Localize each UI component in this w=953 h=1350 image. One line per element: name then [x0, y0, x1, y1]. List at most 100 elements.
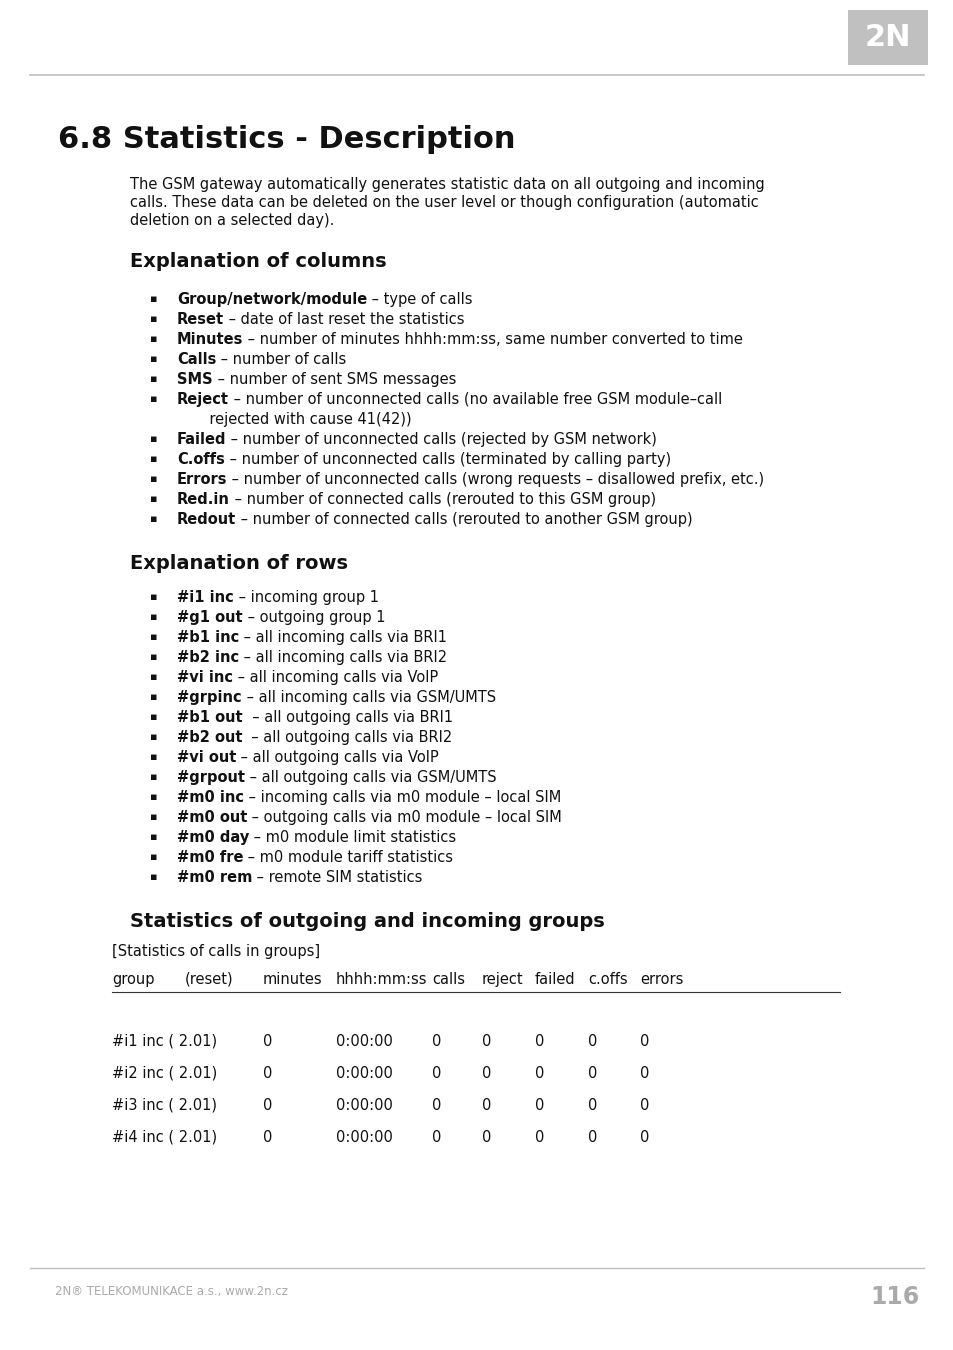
Text: minutes: minutes: [263, 972, 322, 987]
Text: 2N® TELEKOMUNIKACE a.s., www.2n.cz: 2N® TELEKOMUNIKACE a.s., www.2n.cz: [55, 1285, 288, 1297]
Text: – remote SIM statistics: – remote SIM statistics: [253, 869, 422, 886]
Text: – all outgoing calls via BRI2: – all outgoing calls via BRI2: [242, 730, 453, 745]
Text: – outgoing group 1: – outgoing group 1: [242, 610, 385, 625]
Text: – number of connected calls (rerouted to this GSM group): – number of connected calls (rerouted to…: [230, 491, 656, 508]
Text: ▪: ▪: [150, 354, 157, 364]
Text: ▪: ▪: [150, 374, 157, 383]
Text: 2N: 2N: [863, 23, 910, 53]
Text: ▪: ▪: [150, 792, 157, 802]
Text: Explanation of rows: Explanation of rows: [130, 554, 348, 572]
Text: SMS: SMS: [177, 373, 213, 387]
Text: hhhh:mm:ss: hhhh:mm:ss: [335, 972, 427, 987]
Text: failed: failed: [535, 972, 575, 987]
Text: ▪: ▪: [150, 832, 157, 842]
Text: Explanation of columns: Explanation of columns: [130, 252, 386, 271]
Text: – all incoming calls via BRI1: – all incoming calls via BRI1: [239, 630, 447, 645]
Text: – date of last reset the statistics: – date of last reset the statistics: [224, 312, 464, 327]
Text: #i1 inc ( 2.01): #i1 inc ( 2.01): [112, 1034, 217, 1049]
Text: – all incoming calls via GSM/UMTS: – all incoming calls via GSM/UMTS: [241, 690, 496, 705]
Text: – outgoing calls via m0 module – local SIM: – outgoing calls via m0 module – local S…: [247, 810, 561, 825]
Text: 0: 0: [263, 1034, 273, 1049]
Text: ▪: ▪: [150, 315, 157, 324]
Text: Red.in: Red.in: [177, 491, 230, 508]
Text: rejected with cause 41(42)): rejected with cause 41(42)): [177, 412, 411, 427]
Text: 0: 0: [587, 1130, 597, 1145]
Text: Minutes: Minutes: [177, 332, 243, 347]
Text: #grpinc: #grpinc: [177, 690, 241, 705]
Text: – number of unconnected calls (terminated by calling party): – number of unconnected calls (terminate…: [225, 452, 670, 467]
Text: 0: 0: [639, 1066, 649, 1081]
Text: #b2 inc: #b2 inc: [177, 649, 239, 666]
Text: #b1 out: #b1 out: [177, 710, 242, 725]
Text: 0:00:00: 0:00:00: [335, 1130, 393, 1145]
Text: ▪: ▪: [150, 752, 157, 761]
Text: #i1 inc: #i1 inc: [177, 590, 233, 605]
Text: – number of connected calls (rerouted to another GSM group): – number of connected calls (rerouted to…: [236, 512, 692, 526]
Text: 0: 0: [535, 1034, 544, 1049]
Text: 0:00:00: 0:00:00: [335, 1098, 393, 1112]
Text: calls. These data can be deleted on the user level or though configuration (auto: calls. These data can be deleted on the …: [130, 194, 758, 211]
Text: ▪: ▪: [150, 454, 157, 464]
Text: c.offs: c.offs: [587, 972, 627, 987]
Text: #i4 inc ( 2.01): #i4 inc ( 2.01): [112, 1130, 217, 1145]
Text: ▪: ▪: [150, 811, 157, 822]
Text: deletion on a selected day).: deletion on a selected day).: [130, 213, 334, 228]
Text: – number of minutes hhhh:mm:ss, same number converted to time: – number of minutes hhhh:mm:ss, same num…: [243, 332, 742, 347]
Text: #i2 inc ( 2.01): #i2 inc ( 2.01): [112, 1066, 217, 1081]
Text: 0: 0: [639, 1130, 649, 1145]
Text: Reset: Reset: [177, 312, 224, 327]
Text: 0: 0: [587, 1098, 597, 1112]
Text: 0:00:00: 0:00:00: [335, 1066, 393, 1081]
Text: calls: calls: [432, 972, 464, 987]
Text: ▪: ▪: [150, 612, 157, 622]
Text: errors: errors: [639, 972, 682, 987]
Text: reject: reject: [481, 972, 523, 987]
Text: #m0 rem: #m0 rem: [177, 869, 253, 886]
Text: ▪: ▪: [150, 672, 157, 682]
Text: – all incoming calls via BRI2: – all incoming calls via BRI2: [239, 649, 447, 666]
Text: ▪: ▪: [150, 333, 157, 344]
Text: 0:00:00: 0:00:00: [335, 1034, 393, 1049]
Text: C.offs: C.offs: [177, 452, 225, 467]
Text: ▪: ▪: [150, 514, 157, 524]
Text: – number of unconnected calls (rejected by GSM network): – number of unconnected calls (rejected …: [226, 432, 657, 447]
Text: #m0 day: #m0 day: [177, 830, 249, 845]
Text: Statistics of outgoing and incoming groups: Statistics of outgoing and incoming grou…: [130, 913, 604, 931]
Text: – number of calls: – number of calls: [216, 352, 346, 367]
Text: Redout: Redout: [177, 512, 236, 526]
Text: The GSM gateway automatically generates statistic data on all outgoing and incom: The GSM gateway automatically generates …: [130, 177, 764, 192]
Text: 6.8 Statistics - Description: 6.8 Statistics - Description: [58, 126, 515, 154]
Text: ▪: ▪: [150, 394, 157, 404]
Text: ▪: ▪: [150, 593, 157, 602]
Text: ▪: ▪: [150, 294, 157, 304]
Text: 0: 0: [481, 1066, 491, 1081]
Text: 0: 0: [587, 1034, 597, 1049]
Text: ▪: ▪: [150, 494, 157, 504]
Text: – all outgoing calls via BRI1: – all outgoing calls via BRI1: [242, 710, 453, 725]
Text: ▪: ▪: [150, 772, 157, 782]
Text: – incoming calls via m0 module – local SIM: – incoming calls via m0 module – local S…: [244, 790, 560, 805]
Text: – m0 module limit statistics: – m0 module limit statistics: [249, 830, 456, 845]
Text: 0: 0: [639, 1034, 649, 1049]
Text: 0: 0: [432, 1066, 441, 1081]
Text: 0: 0: [587, 1066, 597, 1081]
Text: 0: 0: [432, 1034, 441, 1049]
Text: – all incoming calls via VoIP: – all incoming calls via VoIP: [233, 670, 437, 684]
Text: 0: 0: [263, 1130, 273, 1145]
Text: ▪: ▪: [150, 433, 157, 444]
Text: ▪: ▪: [150, 474, 157, 485]
Text: 0: 0: [432, 1130, 441, 1145]
Text: 0: 0: [481, 1098, 491, 1112]
Text: ▪: ▪: [150, 711, 157, 722]
Text: Group/network/module: Group/network/module: [177, 292, 367, 306]
Text: ▪: ▪: [150, 732, 157, 742]
Text: #vi out: #vi out: [177, 751, 236, 765]
Text: #m0 fre: #m0 fre: [177, 850, 243, 865]
Text: #m0 inc: #m0 inc: [177, 790, 244, 805]
FancyBboxPatch shape: [847, 9, 927, 65]
Text: 0: 0: [535, 1066, 544, 1081]
Text: ▪: ▪: [150, 652, 157, 662]
Text: Failed: Failed: [177, 432, 226, 447]
Text: – incoming group 1: – incoming group 1: [233, 590, 378, 605]
Text: – number of unconnected calls (no available free GSM module–call: – number of unconnected calls (no availa…: [229, 392, 721, 406]
